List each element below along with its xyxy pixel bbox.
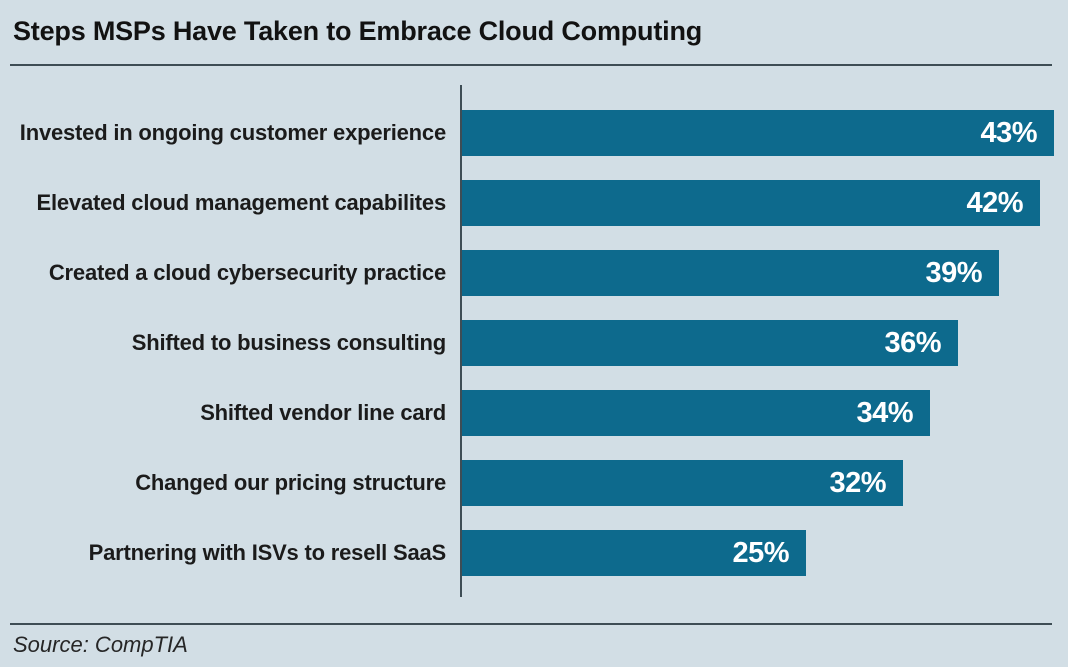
- bar-value: 42%: [966, 186, 1023, 219]
- bar-track: 39%: [462, 250, 1068, 296]
- bar-label: Shifted to business consulting: [131, 330, 446, 355]
- bar-row: Changed our pricing structure 32%: [0, 448, 1068, 518]
- bar-rows: Invested in ongoing customer experience …: [0, 98, 1068, 588]
- bar: 34%: [462, 390, 930, 436]
- y-axis-line: [460, 85, 462, 597]
- bar-row: Elevated cloud management capabilites 42…: [0, 168, 1068, 238]
- bar-row: Shifted to business consulting 36%: [0, 308, 1068, 378]
- bar-value: 34%: [856, 396, 913, 429]
- footer-divider: [10, 623, 1052, 625]
- bar-track: 32%: [462, 460, 1068, 506]
- bar-row: Shifted vendor line card 34%: [0, 378, 1068, 448]
- bar-track: 25%: [462, 530, 1068, 576]
- bar-label: Created a cloud cybersecurity practice: [48, 260, 446, 285]
- bar: 39%: [462, 250, 999, 296]
- bar: 43%: [462, 110, 1054, 156]
- bar-label: Elevated cloud management capabilites: [36, 190, 446, 215]
- bar-value: 39%: [925, 256, 982, 289]
- bar: 42%: [462, 180, 1040, 226]
- bar-label: Changed our pricing structure: [135, 470, 446, 495]
- bar-label: Invested in ongoing customer experience: [19, 120, 446, 145]
- bar-track: 42%: [462, 180, 1068, 226]
- title-divider: [10, 64, 1052, 66]
- bar-value: 25%: [732, 536, 789, 569]
- bar-label: Shifted vendor line card: [200, 400, 446, 425]
- bar-row: Created a cloud cybersecurity practice 3…: [0, 238, 1068, 308]
- bar-value: 43%: [980, 116, 1037, 149]
- bar: 36%: [462, 320, 958, 366]
- bar-value: 36%: [884, 326, 941, 359]
- bar-row: Partnering with ISVs to resell SaaS 25%: [0, 518, 1068, 588]
- chart-title: Steps MSPs Have Taken to Embrace Cloud C…: [13, 16, 703, 46]
- bar-label: Partnering with ISVs to resell SaaS: [88, 540, 447, 565]
- bar-row: Invested in ongoing customer experience …: [0, 98, 1068, 168]
- bar-value: 32%: [829, 466, 886, 499]
- source-credit: Source: CompTIA: [13, 632, 188, 657]
- bar: 25%: [462, 530, 806, 576]
- bar-track: 36%: [462, 320, 1068, 366]
- bar-track: 34%: [462, 390, 1068, 436]
- bar-track: 43%: [462, 110, 1068, 156]
- bar: 32%: [462, 460, 903, 506]
